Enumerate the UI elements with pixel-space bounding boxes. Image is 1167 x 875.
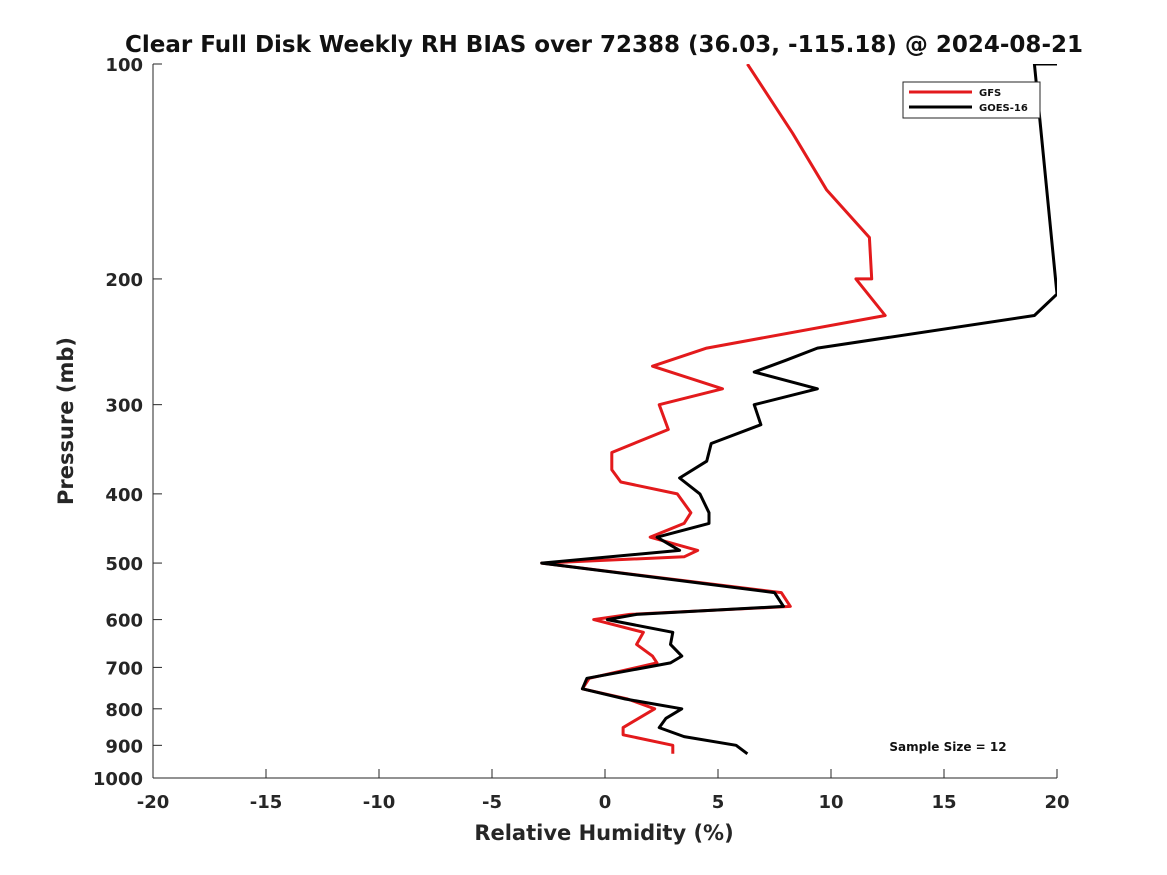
y-tick-label: 900 xyxy=(105,736,143,757)
series-line-gfs xyxy=(540,64,887,754)
x-tick-label: -15 xyxy=(250,792,283,813)
legend-label-gfs: GFS xyxy=(979,88,1001,99)
y-tick-label: 300 xyxy=(105,396,143,417)
series-line-goes-16 xyxy=(540,64,1057,755)
legend-label-goes-16: GOES-16 xyxy=(979,103,1028,114)
y-tick-label: 600 xyxy=(105,611,143,632)
legend-box xyxy=(902,81,1041,119)
x-tick-label: 5 xyxy=(712,792,725,813)
y-tick-label: 800 xyxy=(105,700,143,721)
axes: -20 -15 -10 -5 0 5 10 15 20 100 200 300 400 500 600 700… xyxy=(93,55,1070,813)
x-tick-label: -20 xyxy=(137,792,170,813)
x-tick-label: 10 xyxy=(818,792,843,813)
x-axis-label: Relative Humidity (%) xyxy=(474,821,733,845)
legend: GFS GOES-16 xyxy=(902,81,1041,119)
x-tick-label: -5 xyxy=(482,792,502,813)
y-tick-label: 200 xyxy=(105,270,143,291)
y-tick-label: 1000 xyxy=(93,769,143,790)
y-axis-label: Pressure (mb) xyxy=(54,337,78,505)
plot-area xyxy=(540,64,1057,755)
y-tick-label: 700 xyxy=(105,658,143,679)
sample-size-annotation: Sample Size = 12 xyxy=(889,740,1006,754)
y-tick-label: 100 xyxy=(105,55,143,76)
chart-title: Clear Full Disk Weekly RH BIAS over 7238… xyxy=(125,32,1083,58)
y-tick-label: 400 xyxy=(105,485,143,506)
x-tick-label: 0 xyxy=(599,792,612,813)
x-tick-label: -10 xyxy=(363,792,396,813)
y-tick-label: 500 xyxy=(105,554,143,575)
x-tick-label: 20 xyxy=(1044,792,1069,813)
x-tick-label: 15 xyxy=(931,792,956,813)
